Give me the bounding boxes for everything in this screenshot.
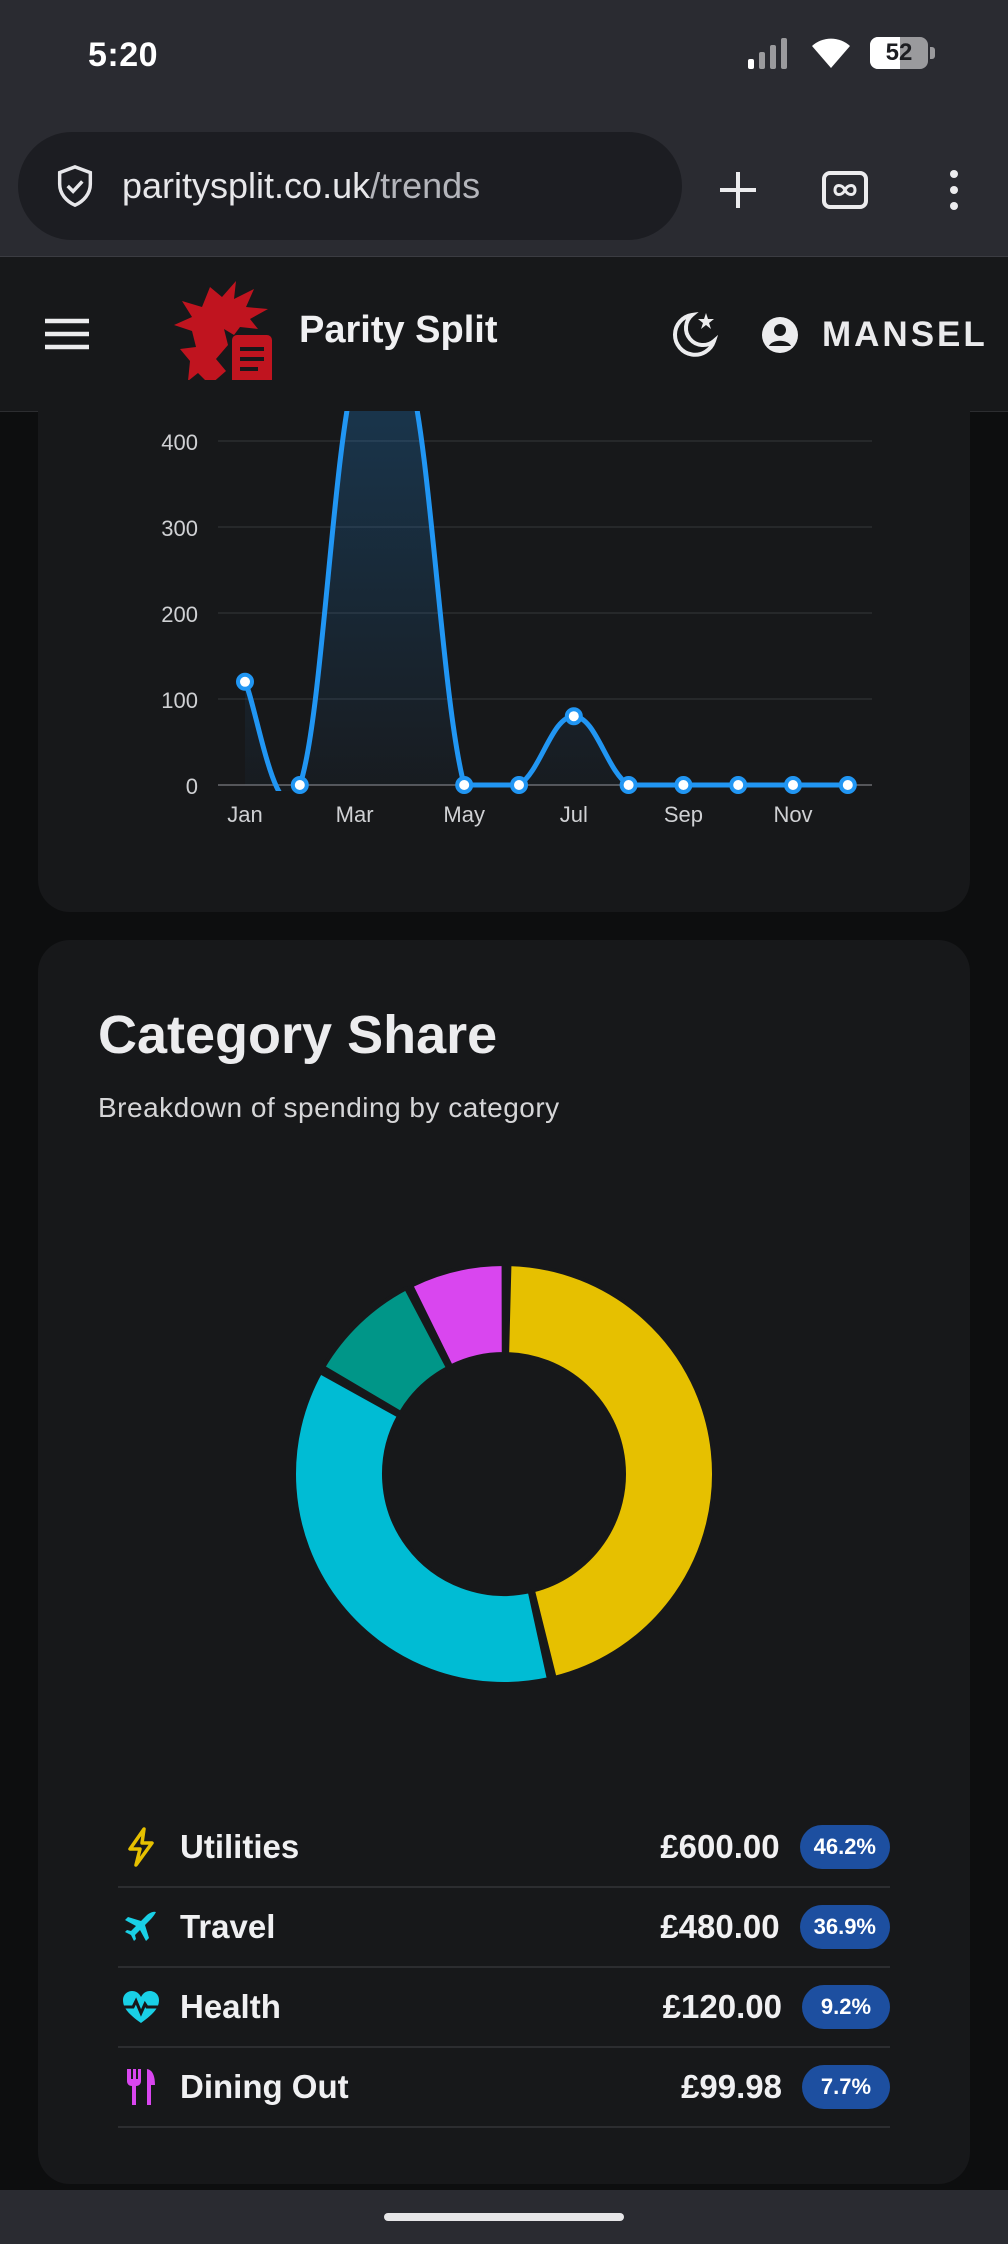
tab-switcher-button[interactable] bbox=[815, 160, 875, 220]
heart-pulse-icon bbox=[123, 1991, 159, 2023]
shield-check-icon[interactable] bbox=[52, 163, 98, 209]
address-bar[interactable]: paritysplit.co.uk/trends bbox=[18, 132, 682, 240]
category-amount: £99.98 bbox=[681, 2068, 782, 2105]
theme-toggle-icon[interactable] bbox=[666, 307, 722, 363]
category-percent-badge: 7.7% bbox=[802, 2065, 890, 2109]
chart-data-point[interactable] bbox=[729, 776, 748, 794]
legend-row-travel[interactable]: Travel £480.00 36.9% bbox=[118, 1888, 890, 1968]
category-percent-badge: 9.2% bbox=[802, 1985, 890, 2029]
x-tick-label: Mar bbox=[336, 802, 374, 827]
x-tick-label: Nov bbox=[773, 802, 812, 827]
chart-data-point[interactable] bbox=[838, 776, 857, 794]
account-circle-icon bbox=[762, 317, 798, 353]
user-menu[interactable]: MANSEL bbox=[760, 307, 988, 363]
y-tick-label: 300 bbox=[161, 516, 198, 541]
donut-slice-utilities[interactable] bbox=[505, 1262, 716, 1680]
tab-switcher-icon bbox=[822, 171, 868, 209]
dragon-logo[interactable] bbox=[170, 275, 286, 395]
x-tick-label: Jan bbox=[227, 802, 262, 827]
category-percent-badge: 46.2% bbox=[799, 1825, 890, 1869]
chart-data-point[interactable] bbox=[290, 776, 309, 794]
battery-level-text: 52 bbox=[885, 39, 913, 66]
chart-data-point[interactable] bbox=[455, 776, 474, 794]
spending-trend-chart: 0 100 200 300 400 Jan Mar May Jul Sep Nov bbox=[161, 411, 872, 827]
category-share-card: Category Share Breakdown of spending by … bbox=[38, 940, 970, 2184]
more-vert-icon bbox=[950, 170, 958, 210]
home-indicator[interactable] bbox=[384, 2213, 624, 2221]
chart-data-point[interactable] bbox=[674, 776, 693, 794]
battery-indicator: 52 bbox=[870, 37, 935, 69]
chart-area-fill bbox=[245, 411, 848, 791]
status-icons: 52 bbox=[748, 36, 935, 70]
status-bar: 5:20 52 bbox=[0, 0, 1008, 124]
browser-toolbar: paritysplit.co.uk/trends bbox=[0, 124, 1008, 257]
category-donut-chart bbox=[292, 1262, 716, 1686]
x-tick-label: Sep bbox=[664, 802, 703, 827]
wifi-icon bbox=[812, 38, 850, 68]
plus-icon bbox=[720, 172, 756, 208]
y-tick-label: 100 bbox=[161, 688, 198, 713]
x-tick-label: Jul bbox=[560, 802, 588, 827]
chart-data-point[interactable] bbox=[784, 776, 802, 794]
donut-slice-health[interactable] bbox=[321, 1286, 451, 1415]
new-tab-button[interactable] bbox=[708, 160, 768, 220]
card-subtitle: Breakdown of spending by category bbox=[98, 1092, 560, 1123]
chart-series-line bbox=[242, 411, 848, 791]
y-tick-label: 0 bbox=[186, 774, 198, 799]
legend-row-utilities[interactable]: Utilities £600.00 46.2% bbox=[118, 1808, 890, 1888]
hamburger-menu-icon[interactable] bbox=[40, 309, 94, 359]
airplane-icon bbox=[125, 1911, 156, 1941]
x-tick-label: May bbox=[443, 802, 485, 827]
legend-row-health[interactable]: Health £120.00 9.2% bbox=[118, 1968, 890, 2048]
spending-trend-card bbox=[38, 380, 970, 912]
user-name: MANSEL bbox=[822, 315, 988, 354]
cutlery-icon bbox=[127, 2069, 155, 2105]
chart-data-point[interactable] bbox=[619, 776, 638, 794]
card-title: Category Share bbox=[98, 1005, 498, 1065]
brand-name[interactable]: Parity Split bbox=[299, 309, 498, 351]
legend-row-dining-out[interactable]: Dining Out £99.98 7.7% bbox=[118, 2048, 890, 2128]
chart-data-point[interactable] bbox=[510, 776, 528, 794]
category-amount: £600.00 bbox=[660, 1828, 780, 1865]
more-options-button[interactable] bbox=[924, 160, 984, 220]
chart-data-point[interactable] bbox=[564, 707, 583, 726]
category-name: Health bbox=[180, 1988, 281, 2025]
category-percent-badge: 36.9% bbox=[799, 1905, 890, 1949]
signal-icon bbox=[748, 38, 787, 69]
status-time: 5:20 bbox=[88, 36, 159, 74]
category-name: Utilities bbox=[180, 1828, 300, 1865]
donut-slice-dining-out[interactable] bbox=[409, 1262, 506, 1369]
url-domain: paritysplit.co.uk bbox=[122, 165, 371, 206]
category-name: Travel bbox=[180, 1908, 276, 1945]
category-legend: Utilities £600.00 46.2% Travel £480.00 3… bbox=[118, 1808, 890, 2128]
lightning-bolt-icon bbox=[128, 1827, 154, 1867]
category-amount: £480.00 bbox=[660, 1908, 780, 1945]
category-amount: £120.00 bbox=[662, 1988, 782, 2025]
donut-slice-travel[interactable] bbox=[292, 1370, 551, 1686]
chart-data-point[interactable] bbox=[236, 672, 254, 691]
category-name: Dining Out bbox=[180, 2068, 349, 2105]
y-tick-label: 400 bbox=[161, 430, 198, 455]
y-tick-label: 200 bbox=[161, 602, 198, 627]
url-path: /trends bbox=[370, 165, 481, 206]
url-text[interactable]: paritysplit.co.uk/trends bbox=[122, 165, 480, 207]
